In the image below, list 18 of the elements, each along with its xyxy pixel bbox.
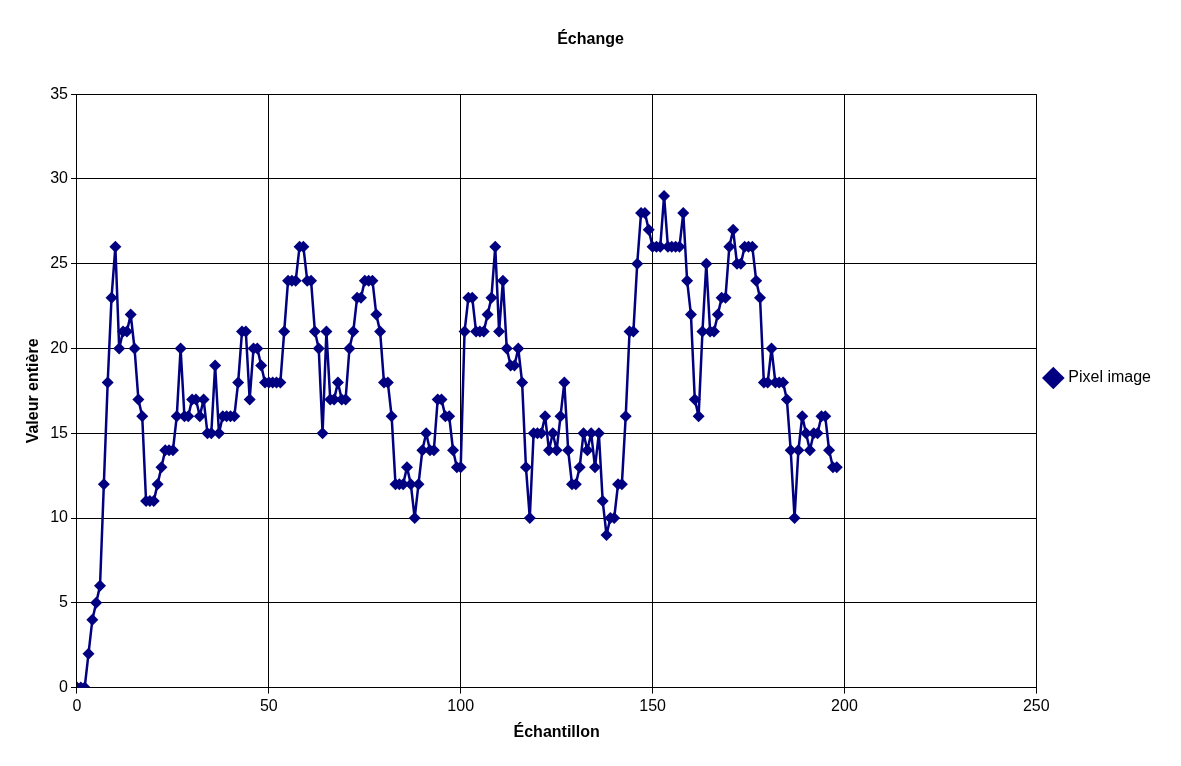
y-axis-title: Valeur entière [24, 338, 42, 444]
y-tick-label: 10 [50, 508, 69, 526]
y-tick-label: 25 [50, 254, 69, 272]
y-tick-label: 0 [59, 678, 69, 696]
y-tick-label: 5 [59, 593, 69, 611]
x-axis-title: Échantillon [513, 721, 600, 740]
y-tick-label: 30 [50, 169, 69, 187]
legend-label: Pixel image [1068, 368, 1152, 386]
y-tick-label: 35 [50, 84, 69, 102]
chart-title: Échange [557, 29, 624, 48]
x-tick-label: 50 [259, 696, 278, 714]
x-tick-label: 0 [72, 696, 82, 714]
y-tick-label: 20 [50, 338, 69, 356]
x-tick-label: 250 [1022, 696, 1050, 714]
x-tick-label: 200 [831, 696, 858, 714]
x-tick-label: 100 [447, 696, 475, 714]
y-tick-label: 15 [50, 423, 69, 441]
x-tick-label: 150 [639, 696, 667, 714]
